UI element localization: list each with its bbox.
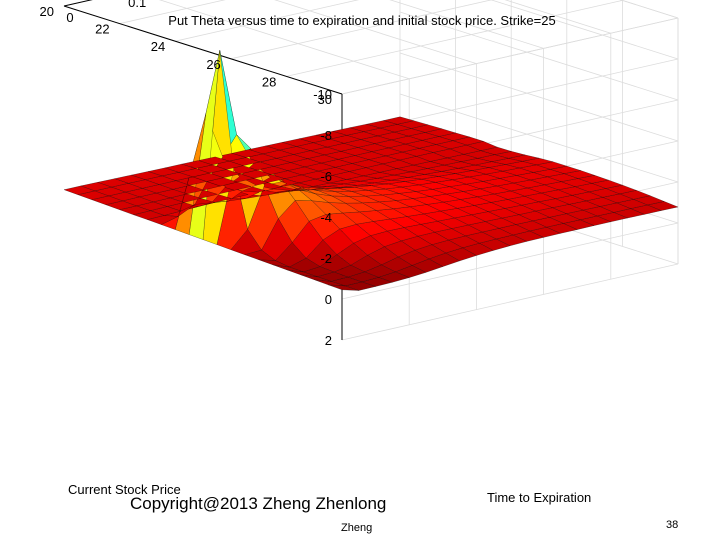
- grid-line: [341, 17, 679, 95]
- y-axis-title: Current Stock Price: [68, 482, 181, 497]
- grid-line: [619, 0, 679, 19]
- y-tick-label: 22: [95, 22, 109, 37]
- z-tick-label: -10: [313, 87, 332, 102]
- slide-number: 38: [666, 519, 679, 531]
- grid-line: [389, 0, 544, 49]
- x-axis-line: [63, 0, 93, 7]
- grid-line: [504, 0, 611, 34]
- grid-line: [399, 93, 679, 183]
- tick-labels: -10-8-6-4-20220222426283000.10.20.30.40.…: [40, 0, 332, 348]
- grid-line: [158, 0, 410, 80]
- y-tick-label: 28: [262, 74, 276, 89]
- grid-line: [119, 0, 226, 24]
- surface-mesh: [63, 50, 679, 291]
- z-tick-label: -6: [320, 169, 332, 184]
- x-tick-label: 0.1: [128, 0, 146, 10]
- z-tick-label: 2: [325, 333, 332, 348]
- footer-author: Zheng: [341, 522, 373, 534]
- surface-patch: [63, 185, 96, 195]
- grid-line: [399, 11, 679, 101]
- z-tick-label: -4: [320, 210, 332, 225]
- copyright-text: Copyright@2013 Zheng Zhenlong: [130, 494, 387, 513]
- grid-line: [341, 263, 679, 341]
- x-axis-title: Time to Expiration: [487, 490, 591, 505]
- x-tick-label: 0: [66, 10, 73, 25]
- grid-line: [230, 0, 493, 60]
- z-tick-label: -8: [320, 128, 332, 143]
- chart-title: Put Theta versus time to expiration and …: [168, 13, 555, 28]
- y-tick-label: 24: [151, 39, 165, 54]
- grid-line: [286, 0, 623, 77]
- grid-line: [274, 0, 477, 64]
- grid-line: [63, 0, 93, 7]
- grid-line: [490, 0, 679, 60]
- y-tick-label: 30: [318, 92, 332, 107]
- z-tick-label: -2: [320, 251, 332, 266]
- z-tick-label: 0: [325, 292, 332, 307]
- grid-line: [175, 0, 360, 42]
- y-axis-line: [63, 5, 343, 95]
- y-tick-label: 26: [206, 57, 220, 72]
- y-tick-label: 20: [40, 4, 54, 19]
- grid-line: [399, 52, 679, 142]
